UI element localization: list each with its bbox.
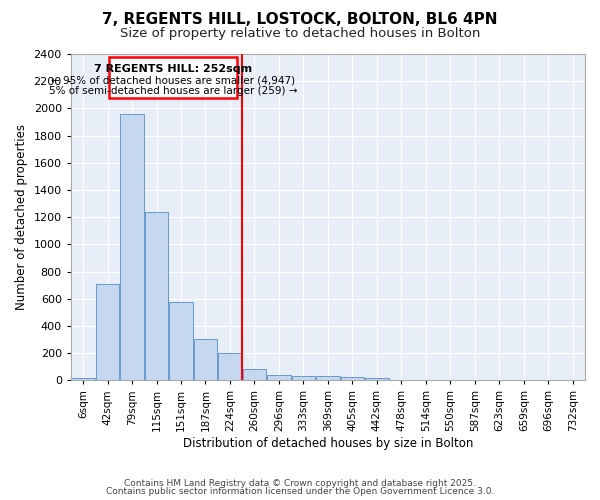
Bar [194, 339, 217, 380]
Bar [218, 353, 242, 380]
Bar [96, 284, 119, 380]
Bar [71, 378, 95, 380]
Bar [316, 376, 340, 380]
Text: 7, REGENTS HILL, LOSTOCK, BOLTON, BL6 4PN: 7, REGENTS HILL, LOSTOCK, BOLTON, BL6 4P… [102, 12, 498, 28]
Y-axis label: Number of detached properties: Number of detached properties [15, 124, 28, 310]
Text: Contains public sector information licensed under the Open Government Licence 3.: Contains public sector information licen… [106, 487, 494, 496]
Bar [145, 212, 168, 380]
Bar [365, 378, 389, 380]
Bar [341, 377, 364, 380]
Text: 5% of semi-detached houses are larger (259) →: 5% of semi-detached houses are larger (2… [49, 86, 298, 96]
Bar [243, 370, 266, 380]
Bar [121, 114, 143, 380]
Bar [292, 376, 315, 380]
Bar [109, 58, 238, 98]
Text: Size of property relative to detached houses in Bolton: Size of property relative to detached ho… [120, 28, 480, 40]
Text: 7 REGENTS HILL: 252sqm: 7 REGENTS HILL: 252sqm [94, 64, 252, 74]
X-axis label: Distribution of detached houses by size in Bolton: Distribution of detached houses by size … [183, 437, 473, 450]
Bar [169, 302, 193, 380]
Text: Contains HM Land Registry data © Crown copyright and database right 2025.: Contains HM Land Registry data © Crown c… [124, 478, 476, 488]
Bar [268, 375, 290, 380]
Text: ← 95% of detached houses are smaller (4,947): ← 95% of detached houses are smaller (4,… [51, 75, 295, 85]
